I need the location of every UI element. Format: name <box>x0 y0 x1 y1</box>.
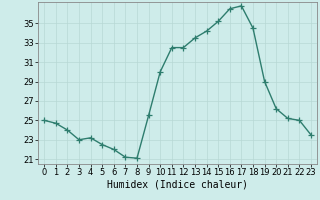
X-axis label: Humidex (Indice chaleur): Humidex (Indice chaleur) <box>107 180 248 190</box>
